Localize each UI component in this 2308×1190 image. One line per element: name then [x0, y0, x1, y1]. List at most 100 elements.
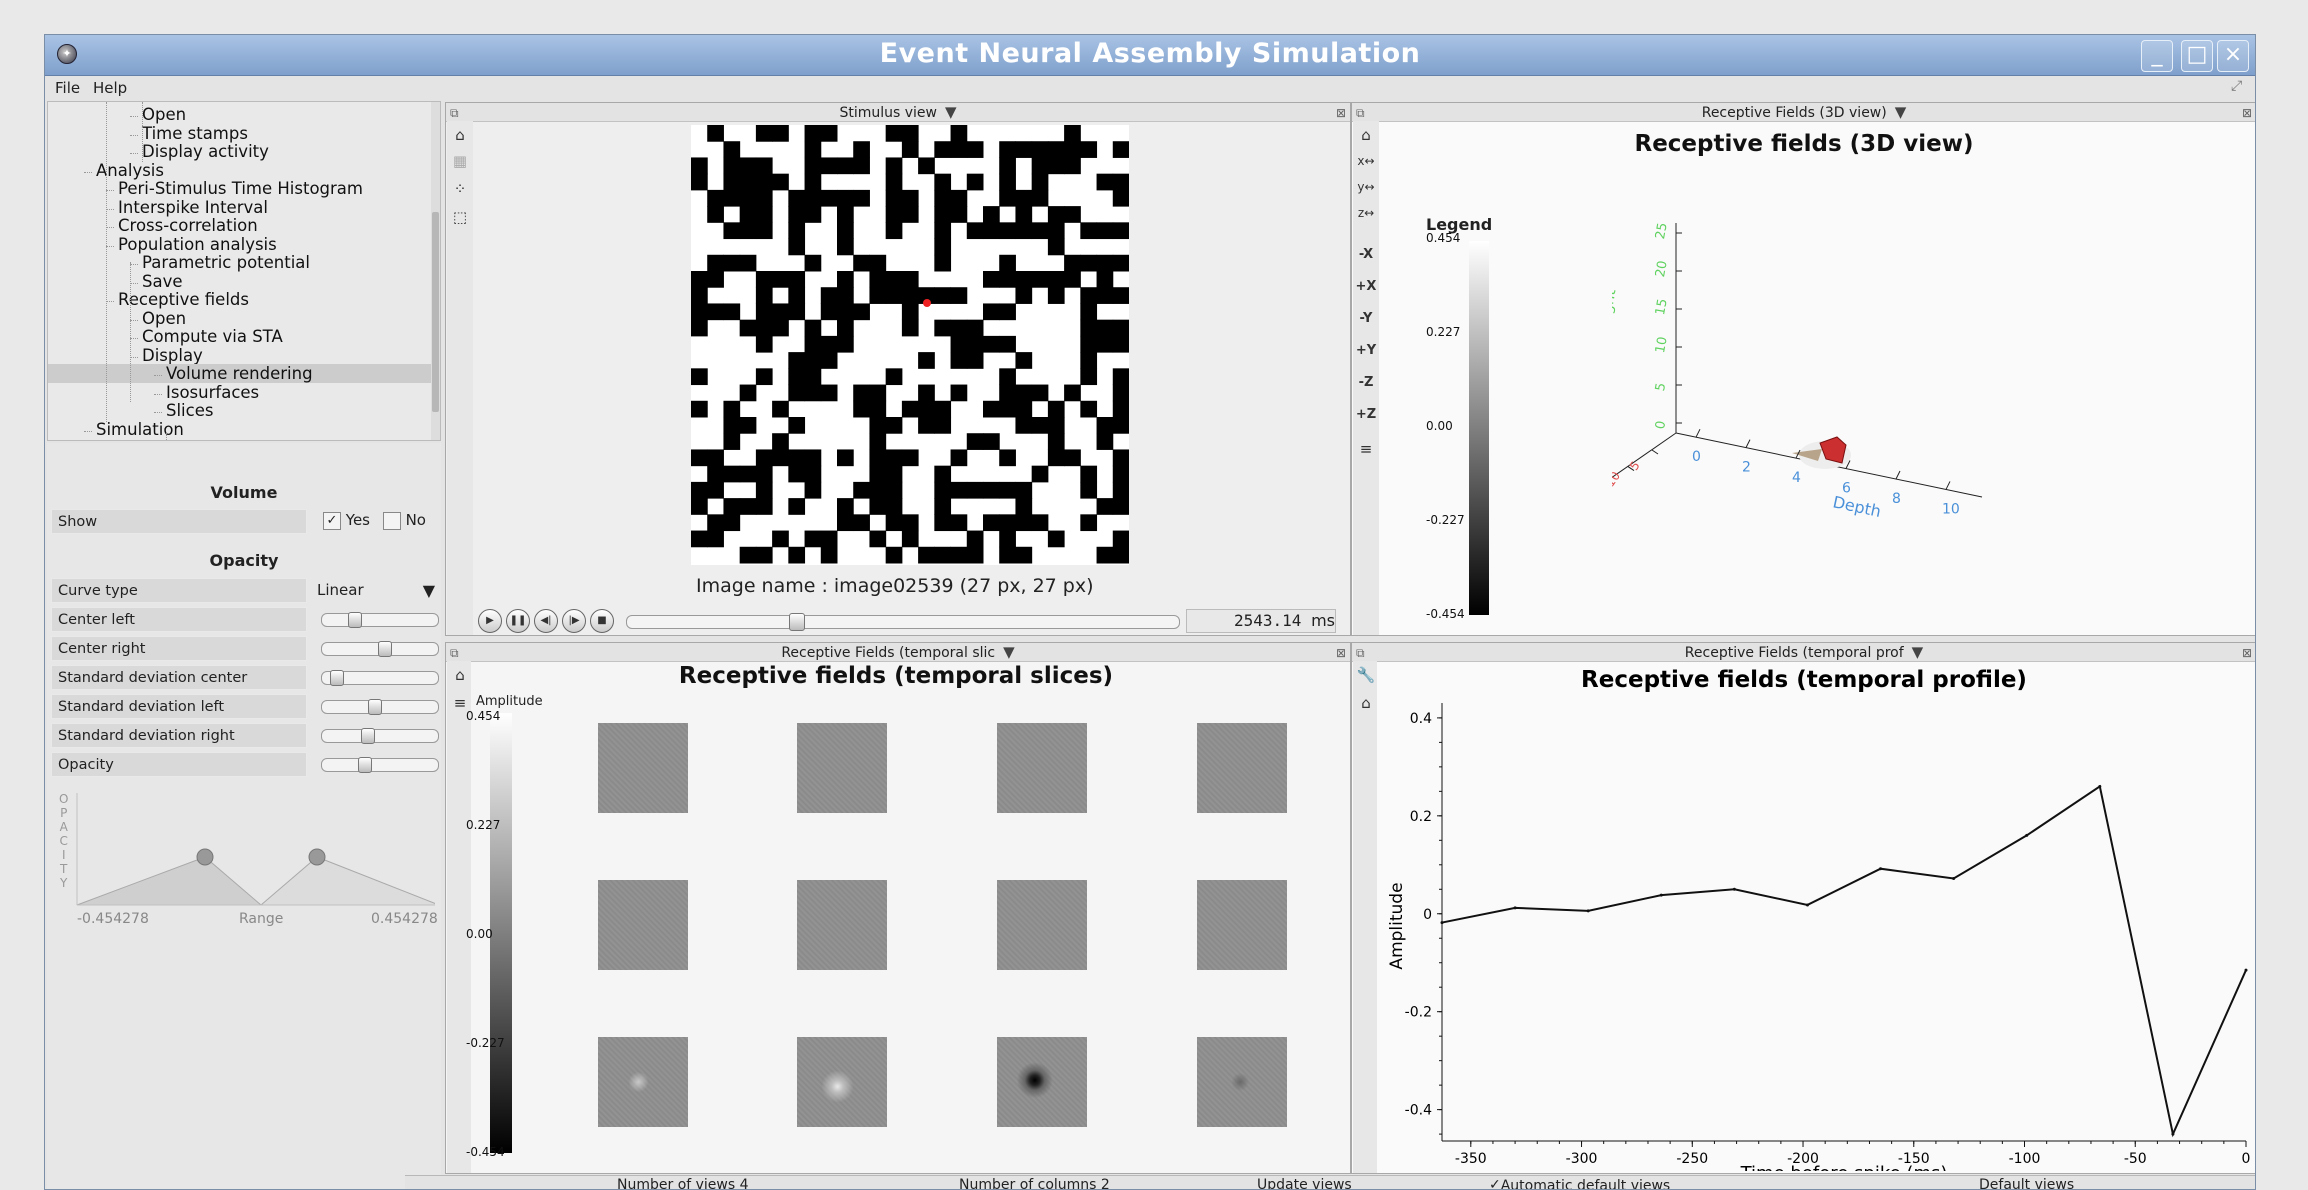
slider[interactable]	[321, 757, 439, 773]
dropdown-arrow-icon[interactable]: ▼	[1911, 643, 1924, 661]
slider-knob[interactable]	[357, 757, 372, 773]
float-icon[interactable]: ⧉	[450, 646, 459, 660]
maximize-icon[interactable]: □	[2181, 40, 2213, 72]
panel-close-icon[interactable]: ⊠	[2241, 106, 2252, 120]
tree-item[interactable]: Population analysis	[118, 234, 277, 254]
step-back-button[interactable]: ◀|	[534, 609, 558, 633]
home-icon[interactable]: ⌂	[455, 666, 465, 684]
grid-icon[interactable]: ▦	[452, 152, 468, 170]
tree-item[interactable]: Parametric potential	[142, 253, 310, 272]
default-views-button[interactable]: Default views	[1979, 1177, 2075, 1190]
rf3d-plot[interactable]: 2520151050Height0246810Depth510152025Wid…	[1612, 223, 2132, 523]
minimize-icon[interactable]: _	[2141, 40, 2173, 72]
slice-tile[interactable]	[1197, 1037, 1287, 1127]
tree-scrollbar[interactable]	[431, 102, 440, 440]
tree-item[interactable]: Time stamps	[142, 123, 248, 143]
slice-tile[interactable]	[797, 1037, 887, 1127]
pause-button[interactable]: ❚❚	[506, 609, 530, 633]
tree-item[interactable]: Receptive fields	[118, 290, 249, 309]
auto-default-checkbox[interactable]: ✓ Automatic default views	[1489, 1177, 1670, 1189]
step-forward-button[interactable]: |▶	[562, 609, 586, 633]
dropdown-arrow-icon[interactable]: ▼	[1894, 103, 1907, 121]
tree-item[interactable]: Cross-correlation	[118, 216, 258, 235]
stimulus-view-header[interactable]: Stimulus view ▼ ⧉ ⊠	[446, 103, 1350, 122]
z-axis-icon[interactable]: z↔	[1357, 206, 1375, 220]
stimulus-image[interactable]	[691, 125, 1129, 565]
tree-item[interactable]: Simulation	[96, 419, 184, 439]
num-views-spinner[interactable]: Number of views 4	[617, 1177, 749, 1190]
title-bar[interactable]: ✦ Event Neural Assembly Simulation _ □ ×	[45, 35, 2255, 76]
select-icon[interactable]: ⬚	[452, 208, 468, 226]
restore-layout-icon[interactable]: ⤢	[2231, 78, 2243, 94]
tree-item[interactable]: Peri-Stimulus Time Histogram	[118, 179, 363, 198]
nav-button[interactable]: -Y	[1359, 311, 1373, 326]
tree-item[interactable]: Analysis	[96, 160, 164, 180]
slices-header[interactable]: Receptive Fields (temporal slic ▼ ⧉ ⊠	[446, 643, 1350, 662]
slider[interactable]	[321, 612, 439, 628]
tree-item[interactable]: Compute via STA	[142, 327, 283, 346]
nav-button[interactable]: +Y	[1355, 343, 1377, 358]
home-icon[interactable]: ⌂	[1361, 694, 1371, 712]
timeline-knob[interactable]	[789, 613, 805, 631]
stop-button[interactable]: ■	[590, 609, 614, 633]
home-icon[interactable]: ⌂	[1361, 126, 1371, 144]
tree-item[interactable]: Volume rendering	[48, 364, 440, 383]
float-icon[interactable]: ⧉	[450, 106, 459, 120]
nav-button[interactable]: +X	[1355, 279, 1377, 294]
panel-close-icon[interactable]: ⊠	[1335, 106, 1346, 120]
wrench-icon[interactable]: 🔧	[1356, 666, 1376, 684]
nav-button[interactable]: -Z	[1358, 375, 1374, 390]
slice-tile[interactable]	[598, 1037, 688, 1127]
num-columns-spinner[interactable]: Number of columns 2	[959, 1177, 1110, 1190]
tree-item[interactable]: Display	[142, 345, 203, 365]
slice-tile[interactable]	[997, 723, 1087, 813]
slider[interactable]	[321, 670, 439, 686]
y-axis-icon[interactable]: y↔	[1357, 180, 1375, 194]
menu-icon[interactable]: ≡	[453, 694, 467, 712]
slider-knob[interactable]	[347, 612, 362, 628]
update-views-button[interactable]: Update views	[1257, 1177, 1352, 1190]
slider[interactable]	[321, 728, 439, 744]
profile-header[interactable]: Receptive Fields (temporal prof ▼ ⧉ ⊠	[1352, 643, 2255, 662]
menu-help[interactable]: Help	[93, 79, 128, 97]
tree-item[interactable]: Interspike Interval	[118, 197, 268, 217]
menu-file[interactable]: File	[55, 79, 81, 97]
menu-icon[interactable]: ≡	[1359, 440, 1373, 458]
timeline-slider[interactable]	[626, 613, 1180, 631]
slice-tile[interactable]	[797, 880, 887, 970]
points-icon[interactable]: ⁘	[453, 180, 467, 198]
float-icon[interactable]: ⧉	[1356, 646, 1365, 660]
slice-tile[interactable]	[1197, 880, 1287, 970]
slider-knob[interactable]	[367, 699, 382, 715]
play-button[interactable]: ▶	[478, 609, 502, 633]
panel-close-icon[interactable]: ⊠	[2241, 646, 2252, 660]
nav-button[interactable]: -X	[1358, 247, 1374, 262]
curve-type-select[interactable]: Linear ▼	[317, 578, 437, 603]
app-icon[interactable]: ✦	[57, 44, 77, 64]
x-axis-icon[interactable]: x↔	[1357, 154, 1375, 168]
close-icon[interactable]: ×	[2217, 40, 2249, 72]
slice-tile[interactable]	[997, 1037, 1087, 1127]
panel-close-icon[interactable]: ⊠	[1335, 646, 1346, 660]
tree-item[interactable]: Display activity	[142, 142, 269, 161]
slider[interactable]	[321, 699, 439, 715]
dropdown-arrow-icon[interactable]: ▼	[944, 103, 957, 121]
rf3d-header[interactable]: Receptive Fields (3D view) ▼ ⧉ ⊠	[1352, 103, 2255, 122]
nav-button[interactable]: +Z	[1355, 407, 1377, 422]
no-checkbox[interactable]	[382, 511, 401, 530]
slice-tile[interactable]	[997, 880, 1087, 970]
slice-tile[interactable]	[598, 880, 688, 970]
tree-item[interactable]: Open	[142, 308, 187, 328]
float-icon[interactable]: ⧉	[1356, 106, 1365, 120]
yes-checkbox[interactable]: ✓	[323, 511, 341, 530]
slice-tile[interactable]	[797, 723, 887, 813]
profile-chart[interactable]: Receptive fields (temporal profile) 0.4 0.…	[1378, 661, 2254, 1171]
slice-tile[interactable]	[598, 723, 688, 813]
slider-knob[interactable]	[360, 728, 375, 744]
home-icon[interactable]: ⌂	[455, 126, 465, 144]
slider[interactable]	[321, 641, 439, 657]
slider-knob[interactable]	[330, 670, 345, 686]
tree-item[interactable]: Isosurfaces	[166, 382, 260, 402]
slider-knob[interactable]	[378, 641, 393, 657]
